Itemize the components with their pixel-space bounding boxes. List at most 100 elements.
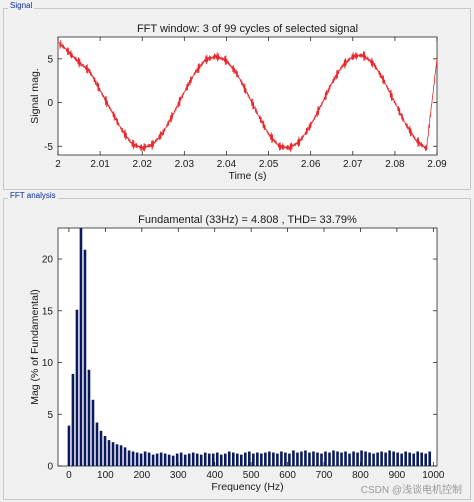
spectrum-bar [107,440,111,466]
watermark: CSDN @浅谈电机控制 [360,485,462,496]
spectrum-bar [320,453,323,466]
spectrum-bar [328,452,331,466]
spectrum-bar [135,452,139,466]
x-tick-label: 1000 [422,470,445,481]
y-axis-label: Signal mag. [29,68,41,123]
spectrum-bar [231,452,235,466]
spectrum-bar [207,453,211,466]
x-tick-label: 2.03 [175,159,195,170]
spectrum-bar [260,453,263,466]
y-tick-label: 5 [47,410,53,421]
spectrum-bar [300,451,303,466]
spectrum-bar [240,454,243,466]
x-tick-label: 100 [97,470,114,481]
spectrum-bar [364,451,367,466]
spectrum-bar [91,399,95,466]
spectrum-bar [384,452,387,466]
spectrum-bar [336,451,339,466]
spectrum-bar [400,453,403,466]
spectrum-bar [155,453,159,466]
spectrum-bar [71,373,75,466]
spectrum-bar [280,451,283,466]
y-tick-label: 20 [42,255,54,266]
spectrum-bar [115,444,119,466]
spectrum-bar [143,451,147,466]
y-tick-label: 0 [47,98,53,109]
spectrum-bar [99,430,103,466]
spectrum-bar [75,309,79,466]
spectrum-bar [380,451,383,466]
spectrum-bar [324,451,327,466]
spectrum-bar [171,455,175,466]
spectrum-bar [131,451,135,466]
spectrum-bar [288,453,291,466]
spectrum-bar [264,452,267,466]
x-tick-label: 2.08 [385,159,405,170]
spectrum-bar [388,450,391,466]
spectrum-bar [296,452,299,466]
spectrum-bar [139,453,143,466]
spectrum-bar [396,452,399,466]
spectrum-bar [292,450,295,466]
x-tick-label: 600 [279,470,296,481]
spectrum-bar [316,452,319,466]
spectrum-bar [167,454,171,466]
spectrum-bar [187,453,191,466]
signal-panel-title: Signal [8,1,35,10]
spectrum-bar [412,453,415,466]
spectrum-bar [175,453,179,466]
plot-area [57,227,438,467]
spectrum-bar [79,228,83,466]
spectrum-bar [83,249,87,466]
spectrum-bar [360,450,363,466]
y-tick-label: 15 [42,306,54,317]
spectrum-bar [179,452,183,466]
spectrum-bar [376,452,379,466]
y-tick-label: 5 [47,54,53,65]
spectrum-bar [195,453,199,466]
spectrum-bar [223,453,227,466]
spectrum-bar [203,452,207,466]
spectrum-bar [332,450,335,466]
y-tick-label: -5 [44,142,53,153]
plot-area [57,36,438,156]
spectrum-bar [272,452,275,466]
spectrum-bar [248,451,251,466]
x-tick-label: 800 [352,470,369,481]
x-tick-label: 400 [206,470,223,481]
x-tick-label: 2.04 [217,159,237,170]
spectrum-bar [348,453,351,466]
signal-chart: 2 2.01 2.02 2.03 2.04 2.05 2.06 2.07 2.08 2.09 -5 0… [29,23,447,182]
x-tick-label: 2.06 [301,159,321,170]
spectrum-bar [236,453,239,466]
spectrum-bar [103,435,107,466]
spectrum-bar [284,452,287,466]
spectrum-bar [252,453,255,466]
x-tick-label: 2.02 [132,159,152,170]
spectrum-bar [67,425,71,466]
x-axis-label: Time (s) [228,170,266,182]
spectrum-bar [372,453,375,466]
spectrum-bar [276,453,279,466]
x-tick-label: 2.05 [259,159,279,170]
y-axis-label: Mag (% of Fundamental) [29,289,41,405]
spectrum-bar [308,452,311,466]
spectrum-bar [428,451,432,466]
spectrum-bar [244,452,247,466]
chart-title: Fundamental (33Hz) = 4.808 , THD= 33.79% [138,214,357,226]
x-tick-label: 300 [170,470,187,481]
spectrum-bar [111,442,115,466]
spectrum-bar [424,453,427,466]
spectrum-bar [151,454,155,466]
x-tick-label: 0 [66,470,72,481]
x-tick-label: 500 [243,470,260,481]
y-tick-label: 0 [47,462,53,473]
x-axis-label: Frequency (Hz) [211,481,283,493]
spectrum-bar [420,452,423,466]
spectrum-bar [159,452,163,466]
spectrum-bar [211,453,215,466]
spectrum-bar [256,452,259,466]
spectrum-bar [368,452,371,466]
x-tick-label: 2.01 [90,159,110,170]
